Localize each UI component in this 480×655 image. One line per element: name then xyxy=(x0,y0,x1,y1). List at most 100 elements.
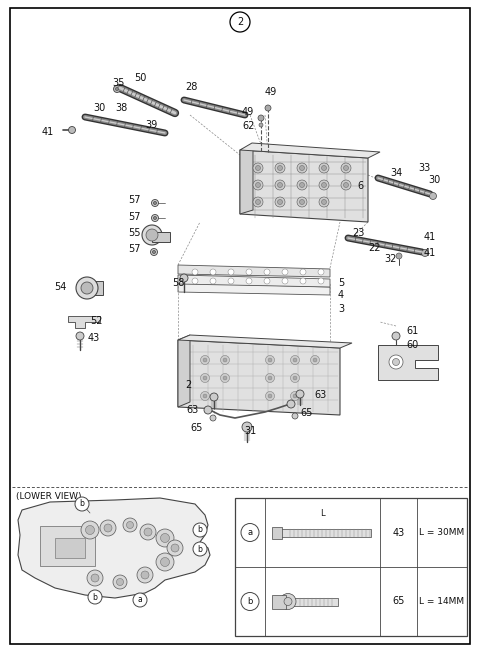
Text: 57: 57 xyxy=(128,195,141,205)
Circle shape xyxy=(300,183,304,187)
Circle shape xyxy=(142,225,162,245)
Text: 33: 33 xyxy=(418,163,430,173)
Circle shape xyxy=(230,12,250,32)
Circle shape xyxy=(228,278,234,284)
Text: 57: 57 xyxy=(128,212,141,222)
Circle shape xyxy=(268,358,272,362)
Polygon shape xyxy=(178,275,330,287)
Text: 31: 31 xyxy=(244,426,256,436)
Circle shape xyxy=(171,544,179,552)
Circle shape xyxy=(292,413,298,419)
Text: 4: 4 xyxy=(338,290,344,300)
Circle shape xyxy=(290,392,300,400)
Polygon shape xyxy=(18,498,210,598)
Text: 61: 61 xyxy=(406,326,418,336)
Circle shape xyxy=(319,163,329,173)
Circle shape xyxy=(300,200,304,204)
Circle shape xyxy=(264,278,270,284)
Circle shape xyxy=(313,358,317,362)
Circle shape xyxy=(393,358,399,365)
Text: 41: 41 xyxy=(424,232,436,242)
Text: L = 14MM: L = 14MM xyxy=(420,597,465,606)
Text: 41: 41 xyxy=(42,127,54,137)
Text: b: b xyxy=(93,593,97,601)
Circle shape xyxy=(277,183,283,187)
Circle shape xyxy=(268,394,272,398)
Text: b: b xyxy=(198,544,203,553)
Circle shape xyxy=(88,590,102,604)
Circle shape xyxy=(123,518,137,532)
Polygon shape xyxy=(240,150,368,222)
Circle shape xyxy=(151,248,157,255)
Circle shape xyxy=(392,332,400,340)
Polygon shape xyxy=(178,335,352,348)
Text: 23: 23 xyxy=(352,228,364,238)
Circle shape xyxy=(275,163,285,173)
Circle shape xyxy=(258,115,264,121)
Circle shape xyxy=(344,166,348,170)
Circle shape xyxy=(81,282,93,294)
Circle shape xyxy=(192,278,198,284)
Circle shape xyxy=(87,570,103,586)
Circle shape xyxy=(201,392,209,400)
Circle shape xyxy=(430,193,436,200)
Circle shape xyxy=(104,524,112,532)
Text: L: L xyxy=(320,508,325,517)
Text: 63: 63 xyxy=(186,405,198,415)
Text: 58: 58 xyxy=(172,278,184,288)
Circle shape xyxy=(421,250,429,257)
Text: 34: 34 xyxy=(390,168,402,178)
Circle shape xyxy=(255,200,261,204)
Circle shape xyxy=(300,166,304,170)
Text: a: a xyxy=(247,528,252,537)
Text: (LOWER VIEW): (LOWER VIEW) xyxy=(16,492,82,501)
Bar xyxy=(272,595,286,608)
Circle shape xyxy=(91,574,99,582)
Circle shape xyxy=(242,422,252,432)
Text: 32: 32 xyxy=(384,254,396,264)
Circle shape xyxy=(293,394,297,398)
Bar xyxy=(152,232,170,242)
Circle shape xyxy=(318,278,324,284)
Circle shape xyxy=(322,200,326,204)
Circle shape xyxy=(341,163,351,173)
Polygon shape xyxy=(240,143,380,158)
Circle shape xyxy=(223,358,227,362)
Text: 2: 2 xyxy=(185,380,191,390)
Circle shape xyxy=(319,197,329,207)
Circle shape xyxy=(255,166,261,170)
Circle shape xyxy=(76,277,98,299)
Text: 55: 55 xyxy=(128,228,141,238)
Circle shape xyxy=(318,269,324,275)
Circle shape xyxy=(280,593,296,610)
Circle shape xyxy=(113,575,127,589)
Text: 38: 38 xyxy=(115,103,127,113)
Circle shape xyxy=(160,534,169,542)
Circle shape xyxy=(81,521,99,539)
Bar xyxy=(83,281,103,295)
Circle shape xyxy=(167,540,183,556)
Circle shape xyxy=(241,593,259,610)
Circle shape xyxy=(246,278,252,284)
Circle shape xyxy=(268,376,272,380)
Text: 28: 28 xyxy=(185,82,197,92)
Text: 49: 49 xyxy=(265,87,277,97)
Circle shape xyxy=(287,400,295,408)
Text: 52: 52 xyxy=(90,316,103,326)
Text: 60: 60 xyxy=(406,340,418,350)
Circle shape xyxy=(116,88,119,90)
Circle shape xyxy=(265,373,275,383)
Circle shape xyxy=(259,123,263,127)
Circle shape xyxy=(127,521,133,529)
Circle shape xyxy=(241,523,259,542)
Circle shape xyxy=(140,524,156,540)
Circle shape xyxy=(322,183,326,187)
Polygon shape xyxy=(178,340,340,415)
Circle shape xyxy=(253,180,263,190)
Circle shape xyxy=(156,553,174,571)
Text: a: a xyxy=(138,595,143,605)
Text: 43: 43 xyxy=(392,527,405,538)
Circle shape xyxy=(319,180,329,190)
Circle shape xyxy=(152,214,158,221)
Circle shape xyxy=(293,358,297,362)
